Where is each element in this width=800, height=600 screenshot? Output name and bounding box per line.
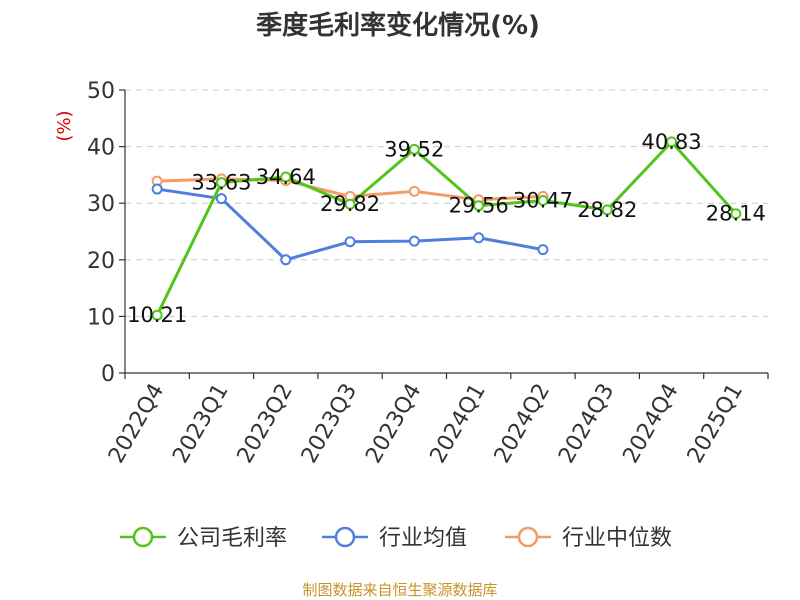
x-tick-label: 2023Q1 (168, 380, 233, 468)
data-point-s1-1 (215, 193, 227, 205)
data-point-s0-9 (730, 208, 742, 220)
legend-label-2[interactable]: 行业中位数 (562, 526, 672, 551)
grid-lines (125, 89, 768, 317)
x-tick-label: 2023Q4 (361, 380, 426, 468)
data-label: 28.14 (706, 202, 766, 226)
y-tick-label: 50 (87, 79, 115, 104)
data-point-s0-0 (151, 309, 163, 321)
data-point-s0-2 (280, 171, 292, 183)
data-point-s1-0 (151, 183, 163, 195)
legend[interactable]: 公司毛利率 行业均值 行业中位数 (120, 526, 672, 551)
legend-swatch-marker-1[interactable] (334, 526, 356, 548)
data-point-s0-3 (344, 198, 356, 210)
data-point-s1-3 (344, 236, 356, 248)
data-label: 40.83 (641, 130, 701, 154)
data-label: 39.52 (384, 137, 444, 161)
legend-label-0[interactable]: 公司毛利率 (177, 526, 287, 551)
data-label: 29.82 (320, 192, 380, 216)
data-point-s2-4 (408, 185, 420, 197)
data-point-s1-4 (408, 235, 420, 247)
x-tick-label: 2025Q1 (683, 380, 748, 468)
x-tick-label: 2023Q3 (297, 380, 362, 468)
data-label: 33.63 (191, 171, 251, 195)
y-tick-label: 0 (101, 362, 115, 387)
x-tick-label: 2024Q3 (554, 380, 619, 468)
legend-swatch-marker-2[interactable] (517, 526, 539, 548)
data-label: 28.82 (577, 198, 637, 222)
x-tick-label: 2024Q1 (426, 380, 491, 468)
data-point-s0-7 (601, 204, 613, 216)
legend-swatch-marker-0[interactable] (132, 526, 154, 548)
y-tick-label: 10 (87, 305, 115, 330)
series-line-0 (155, 140, 737, 316)
series-group (151, 136, 742, 321)
data-point-s0-6 (537, 195, 549, 207)
data-label: 10.21 (127, 303, 187, 327)
data-point-s1-2 (280, 254, 292, 266)
data-label: 30.47 (513, 189, 573, 213)
x-tick-label: 2024Q4 (618, 380, 683, 468)
x-tick-label: 2023Q2 (233, 380, 298, 468)
y-tick-label: 40 (87, 136, 115, 161)
y-tick-label: 20 (87, 249, 115, 274)
chart-title: 季度毛利率变化情况(%) (256, 10, 540, 41)
data-point-s0-4 (408, 143, 420, 155)
data-point-s1-5 (473, 232, 485, 244)
data-point-s1-6 (537, 244, 549, 256)
x-tick-label: 2022Q4 (104, 380, 169, 468)
y-tick-label: 30 (87, 192, 115, 217)
legend-label-1[interactable]: 行业均值 (379, 526, 467, 551)
data-source-note: 制图数据来自恒生聚源数据库 (302, 581, 497, 599)
y-axis-label: (%) (54, 110, 75, 141)
data-label: 29.56 (449, 194, 509, 218)
data-label: 34.64 (256, 165, 316, 189)
data-point-s0-5 (473, 200, 485, 212)
data-point-s0-8 (666, 136, 678, 148)
x-tick-label: 2024Q2 (490, 380, 555, 468)
data-point-s0-1 (215, 177, 227, 189)
